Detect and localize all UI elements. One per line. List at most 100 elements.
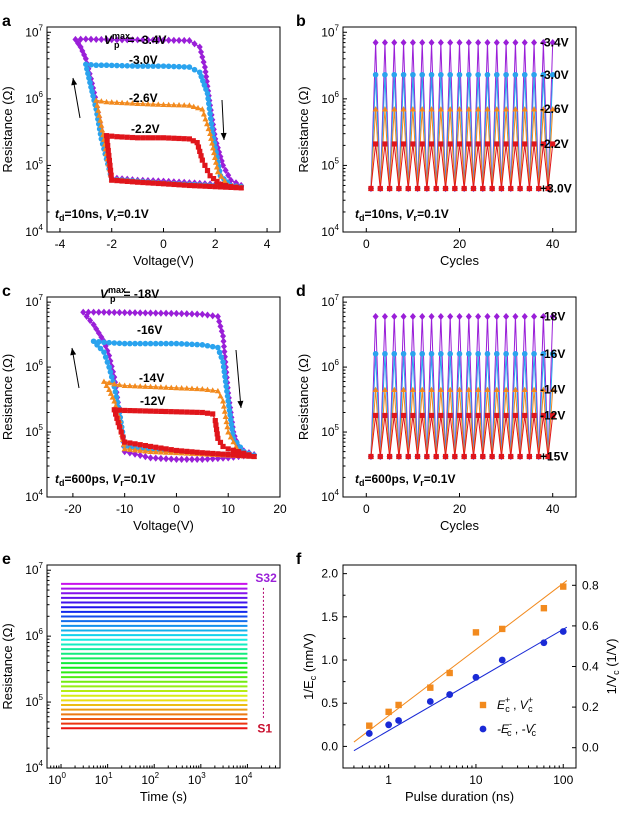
data-point [428, 106, 435, 112]
data-point [93, 62, 99, 69]
series-line [370, 74, 554, 189]
data-point [414, 185, 421, 192]
data-point [220, 403, 227, 409]
y-tick-label: 105 [321, 423, 339, 439]
panel-letter-c: c [2, 283, 11, 300]
data-point [223, 383, 230, 390]
data-point [484, 412, 491, 419]
data-point [96, 112, 103, 118]
y2-tick-label: 0.2 [582, 700, 599, 714]
data-point [87, 316, 94, 325]
data-point [531, 351, 537, 357]
data-point [165, 36, 172, 44]
data-point [213, 164, 220, 170]
series-line [370, 353, 554, 457]
level-label: -18V [540, 310, 565, 324]
data-point [168, 309, 175, 317]
data-point [225, 446, 231, 452]
data-point [475, 38, 482, 47]
data-point [221, 177, 228, 184]
data-point [132, 446, 139, 453]
data-point [183, 455, 190, 463]
data-point [173, 455, 180, 463]
data-point [217, 322, 224, 330]
legend-label: E+ c , V+ c [497, 695, 533, 714]
data-point [517, 453, 523, 460]
data-point [540, 38, 547, 47]
panel-d: 0 20 40 104 105 106 107 Cycles Resistance (Ω) -18… [296, 293, 577, 533]
x-axis-label: Voltage(V) [133, 253, 194, 268]
data-point [531, 412, 537, 419]
data-point [472, 673, 480, 681]
data-point [176, 36, 183, 45]
data-point [194, 310, 201, 318]
data-point [113, 394, 120, 400]
data-point [396, 453, 402, 460]
data-point [155, 135, 161, 141]
plot-frame [46, 26, 281, 233]
y-tick-label: 1.5 [321, 610, 338, 624]
data-point [111, 308, 118, 317]
data-point [377, 453, 383, 460]
data-point [72, 35, 79, 44]
series--2.2V [103, 133, 244, 191]
data-point [147, 408, 154, 414]
data-point [205, 95, 211, 102]
data-point [512, 351, 519, 357]
data-point [145, 135, 151, 141]
data-point [221, 408, 228, 414]
data-point [106, 386, 113, 393]
data-point [176, 102, 183, 108]
data-point [208, 120, 215, 127]
data-point [114, 415, 120, 421]
data-point [214, 454, 221, 463]
panel-letter-a: a [2, 13, 11, 30]
panel-c: -20 -10 0 10 20 104 105 106 107 Voltage(V) Resista… [0, 285, 287, 533]
data-point [97, 345, 104, 352]
fit-line [353, 580, 568, 743]
data-point [186, 182, 192, 189]
data-point [114, 62, 120, 69]
data-point [179, 448, 185, 454]
data-point [230, 447, 236, 453]
data-point [166, 181, 172, 187]
data-point [114, 134, 120, 140]
level-annotation: Vmax p = -18V [100, 285, 159, 304]
data-point [382, 412, 388, 419]
data-point [419, 312, 426, 321]
data-point [438, 71, 444, 78]
data-point [456, 386, 463, 393]
data-point [98, 98, 105, 104]
data-point [456, 351, 463, 357]
data-point [465, 106, 472, 112]
data-point [395, 701, 402, 709]
data-point [419, 141, 425, 147]
data-point [419, 386, 426, 393]
data-point [203, 77, 210, 86]
data-point [137, 340, 143, 347]
data-point [484, 312, 491, 321]
y2-tick-label: 0.6 [582, 619, 599, 633]
sweep-arrow-head [70, 348, 77, 356]
data-point [204, 455, 211, 463]
data-point [124, 36, 131, 44]
plot-frame [46, 296, 281, 498]
data-point [191, 183, 198, 189]
data-point [107, 167, 114, 173]
data-point [218, 354, 225, 360]
data-point [204, 167, 211, 174]
data-point [90, 93, 96, 99]
data-point [251, 453, 257, 460]
data-point [163, 408, 169, 415]
data-point [168, 409, 174, 415]
data-point [372, 312, 379, 321]
data-point [129, 100, 136, 106]
data-point [107, 369, 114, 375]
data-point [409, 386, 416, 393]
data-point [181, 102, 188, 108]
y-axis-label: Resistance (Ω) [296, 86, 311, 172]
condition-note: td=600ps, Vr=0.1V [55, 472, 155, 488]
series--2.2V [368, 141, 556, 192]
data-point [531, 312, 538, 321]
data-point [428, 38, 435, 47]
